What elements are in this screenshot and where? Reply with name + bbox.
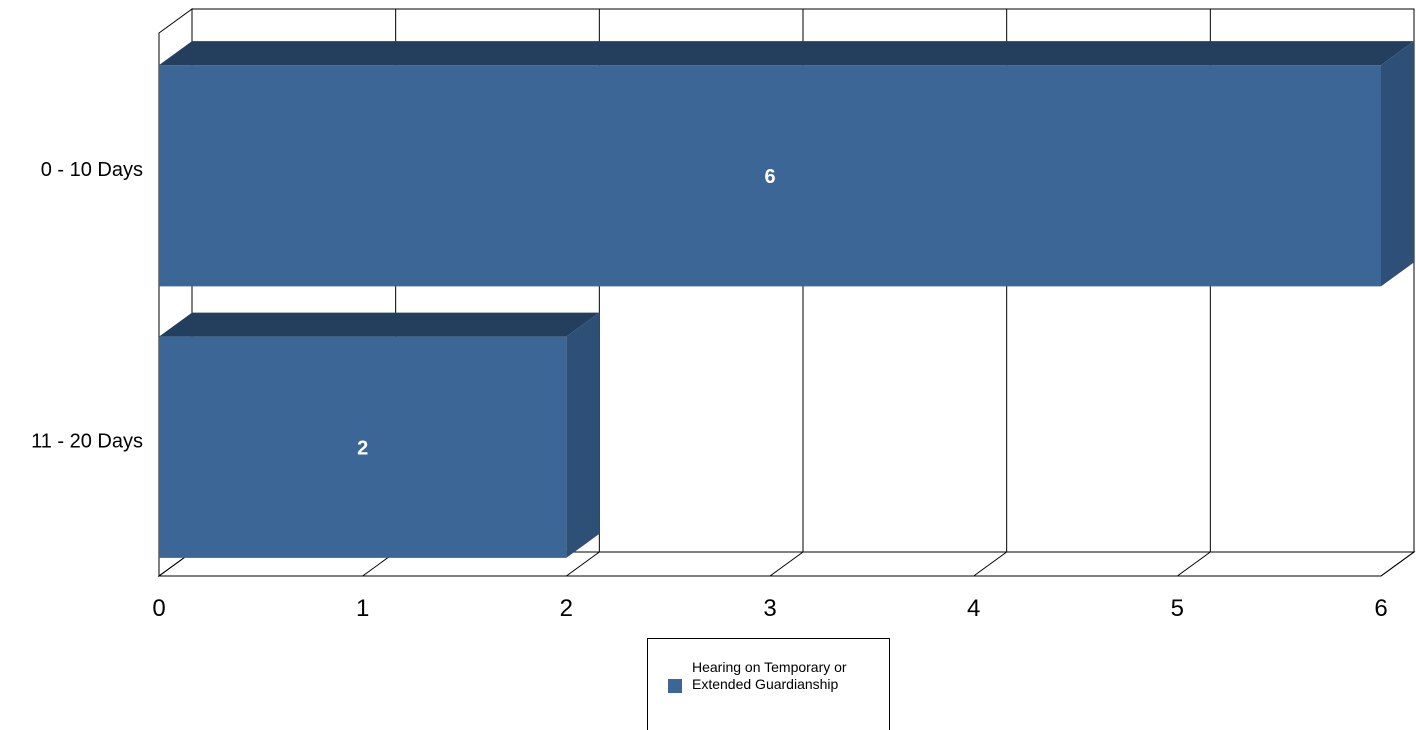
x-tick-label: 1 [356, 595, 369, 622]
x-tick-label: 6 [1374, 595, 1387, 622]
bar-side [1381, 41, 1414, 287]
floor-gridline [769, 551, 804, 577]
legend-label: Hearing on Temporary or Extended Guardia… [692, 659, 847, 692]
floor-gridline [973, 551, 1007, 577]
bar [159, 336, 567, 558]
floor-gridline [1177, 551, 1211, 577]
floor-gridline [1380, 551, 1415, 577]
x-tick-label: 0 [152, 595, 165, 622]
category-label: 11 - 20 Days [31, 430, 143, 452]
category-label: 0 - 10 Days [41, 159, 143, 181]
floor-gridline [566, 551, 600, 577]
bar-side [566, 312, 600, 558]
x-tick-label: 5 [1171, 595, 1184, 622]
data-label: 6 [764, 166, 775, 188]
chart-legend: Hearing on Temporary or Extended Guardia… [647, 638, 890, 730]
x-tick-label: 2 [560, 595, 573, 622]
bar [159, 65, 1381, 287]
x-tick-label: 4 [967, 595, 980, 622]
bar-top [159, 41, 1414, 66]
legend-swatch [668, 679, 682, 693]
bar-top [159, 312, 600, 337]
data-label: 2 [357, 437, 368, 459]
x-tick-label: 3 [763, 595, 776, 622]
